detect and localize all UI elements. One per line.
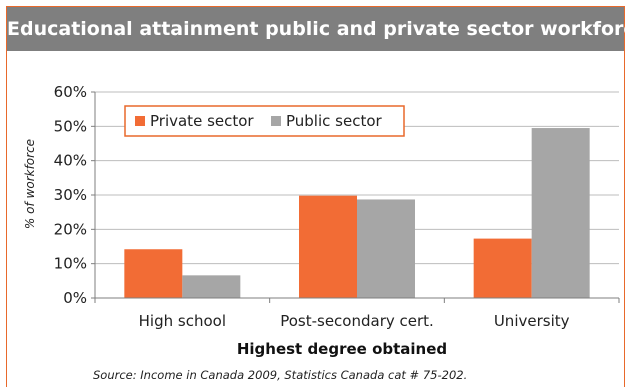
chart-title: Educational attainment public and privat… <box>7 7 631 51</box>
y-tick-label: 60% <box>54 83 87 101</box>
y-tick-label: 40% <box>54 152 87 170</box>
bar-public-0 <box>182 275 241 298</box>
x-tick-label: Post-secondary cert. <box>280 312 434 330</box>
legend-box <box>124 105 405 137</box>
bar-private-2 <box>473 238 532 298</box>
legend: Private sector Public sector <box>124 105 405 137</box>
legend-label-private: Private sector <box>150 112 254 130</box>
legend-label-public: Public sector <box>286 112 383 130</box>
y-tick-label: 30% <box>54 186 87 204</box>
y-tick-label: 20% <box>54 220 87 238</box>
axes <box>91 91 620 303</box>
legend-swatch-private <box>135 116 145 126</box>
x-tick-label: University <box>494 312 570 330</box>
bar-private-0 <box>124 249 183 298</box>
bar-private-1 <box>299 195 357 298</box>
legend-swatch-public <box>271 116 281 126</box>
chart-frame: Educational attainment public and privat… <box>6 6 631 387</box>
source-note: Source: Income in Canada 2009, Statistic… <box>93 368 467 382</box>
bar-public-2 <box>531 128 590 298</box>
tick-labels: 0% 10% 20% 30% 40% 50% 60% High school Post-seco… <box>54 83 570 330</box>
bar-public-1 <box>357 199 415 298</box>
x-tick-label: High school <box>139 312 226 330</box>
x-axis-label: Highest degree obtained <box>237 340 447 358</box>
bar-chart: 0% 10% 20% 30% 40% 50% 60% High school Post-seco… <box>23 83 620 382</box>
y-tick-label: 10% <box>54 255 87 273</box>
y-axis-label: % of workforce <box>23 139 37 229</box>
bars <box>124 128 590 298</box>
y-tick-label: 0% <box>63 289 87 307</box>
y-tick-label: 50% <box>54 117 87 135</box>
